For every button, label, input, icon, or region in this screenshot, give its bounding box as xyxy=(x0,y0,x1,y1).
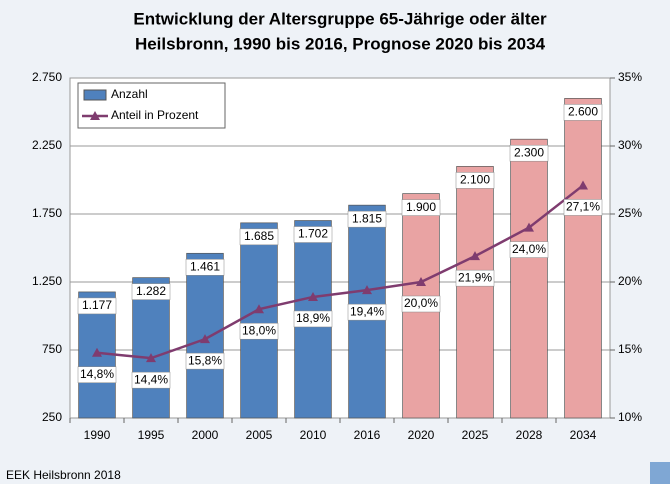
bar-label-bg xyxy=(131,283,171,300)
footer: EEK Heilsbronn 2018 xyxy=(6,468,121,482)
line-label: 24,0% xyxy=(512,242,546,256)
bar-label: 1.685 xyxy=(244,229,274,243)
bar-label-bg xyxy=(77,297,117,315)
bar xyxy=(564,98,602,419)
y-tick-label: 1.750 xyxy=(32,206,62,220)
bar xyxy=(510,138,548,419)
y-tick-label: 2.250 xyxy=(32,138,62,152)
line-label: 18,0% xyxy=(242,323,276,337)
line-label: 19,4% xyxy=(350,304,384,318)
line-label-bg xyxy=(563,199,603,216)
line-marker xyxy=(524,222,534,232)
line-marker xyxy=(416,277,426,286)
bar-label-bg xyxy=(563,104,603,121)
bar-label: 2.300 xyxy=(514,145,544,159)
bar xyxy=(456,166,494,419)
line-marker xyxy=(200,334,210,344)
chart-subtitle: Heilsbronn, 1990 bis 2016, Prognose 2020… xyxy=(135,34,546,53)
line-label: 14,4% xyxy=(134,372,168,386)
line-label: 14,8% xyxy=(80,367,114,381)
bar-label: 1.282 xyxy=(136,284,166,298)
bar-label: 2.100 xyxy=(460,173,490,187)
x-tick-label: 2028 xyxy=(516,428,543,442)
y2-tick-label: 15% xyxy=(618,342,642,356)
y2-tick-label: 20% xyxy=(618,274,642,288)
x-tick-label: 2016 xyxy=(354,428,381,442)
line-marker xyxy=(146,353,156,363)
y-tick-label: 2.750 xyxy=(32,70,62,84)
x-tick-label: 2010 xyxy=(300,428,327,442)
x-tick-label: 2025 xyxy=(462,428,489,442)
line-label: 15,8% xyxy=(188,353,222,367)
bar-label-bg xyxy=(185,259,225,276)
line-label-bg xyxy=(131,371,171,389)
line-marker xyxy=(308,291,318,301)
line-label-bg xyxy=(455,269,495,287)
bar-label-bg xyxy=(293,226,333,243)
bar xyxy=(240,222,278,419)
x-tick-label: 2005 xyxy=(246,428,273,442)
bar-label: 1.815 xyxy=(352,211,382,225)
line xyxy=(96,184,584,360)
bar-label-bg xyxy=(401,199,441,216)
y2-tick-label: 30% xyxy=(618,138,642,152)
line-label-bg xyxy=(77,366,117,383)
bar-label-bg xyxy=(509,144,549,162)
line-label-bg xyxy=(347,303,387,321)
chart-title: Entwicklung der Altersgruppe 65-Jährige … xyxy=(133,9,547,28)
line-marker xyxy=(470,251,480,261)
y-tick-label: 1.250 xyxy=(32,274,62,288)
logo xyxy=(650,462,670,484)
line-label: 18,9% xyxy=(296,311,330,325)
line-marker xyxy=(254,304,264,314)
legend-label: Anteil in Prozent xyxy=(111,108,199,122)
bar-label: 1.461 xyxy=(190,259,220,273)
bar-label-bg xyxy=(239,228,279,246)
line-label: 27,1% xyxy=(566,200,600,214)
bar-label-bg xyxy=(455,172,495,189)
y-tick-label: 750 xyxy=(42,342,62,356)
bar-label-bg xyxy=(347,210,387,228)
line-label-bg xyxy=(509,241,549,258)
x-tick-label: 2034 xyxy=(570,428,597,442)
line-marker xyxy=(362,285,372,295)
x-tick-label: 1990 xyxy=(84,428,111,442)
line-label-bg xyxy=(401,295,441,313)
y2-tick-label: 10% xyxy=(618,410,642,424)
x-tick-label: 2000 xyxy=(192,428,219,442)
bar xyxy=(132,277,170,419)
line-label-bg xyxy=(185,352,225,370)
bar-label: 2.600 xyxy=(568,105,598,119)
y2-tick-label: 25% xyxy=(618,206,642,220)
y-tick-label: 250 xyxy=(42,410,62,424)
y2-tick-label: 35% xyxy=(618,70,642,84)
line-marker xyxy=(578,180,588,190)
line-label: 21,9% xyxy=(458,270,492,284)
x-tick-label: 1995 xyxy=(138,428,165,442)
x-tick-label: 2020 xyxy=(408,428,435,442)
line-marker xyxy=(92,347,102,357)
legend-marker xyxy=(90,111,100,120)
bar-label: 1.702 xyxy=(298,227,328,241)
legend-swatch xyxy=(83,89,107,101)
line-label-bg xyxy=(293,310,333,328)
legend-label: Anzahl xyxy=(111,87,148,101)
bar-label: 1.177 xyxy=(82,298,112,312)
line-label-bg xyxy=(239,322,279,340)
line-label: 20,0% xyxy=(404,296,438,310)
bar-label: 1.900 xyxy=(406,200,436,214)
